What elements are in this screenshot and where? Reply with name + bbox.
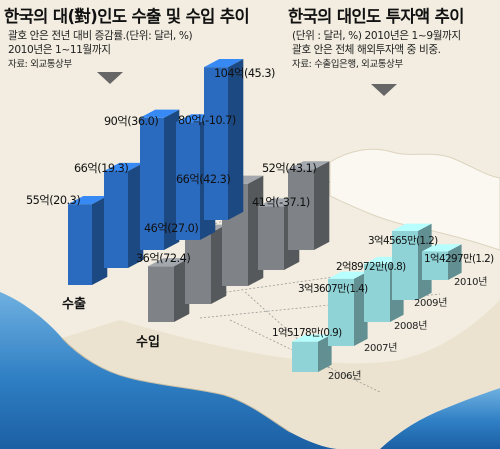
- right-title: 한국의 대인도 투자액 추이: [288, 7, 464, 26]
- import-label-4: 41억(-37.1): [252, 196, 310, 209]
- map-mountains: [329, 148, 500, 251]
- year-2007: 2007년: [364, 342, 397, 354]
- export-label-1: 55억(20.3): [26, 194, 80, 207]
- right-source: 자료: 수출입은행, 외교통상부: [292, 58, 403, 70]
- map-background: [0, 148, 500, 449]
- year-2008: 2008년: [394, 320, 427, 332]
- invest-label-2010: 1억4297만(1.2): [424, 253, 494, 265]
- import-bars: [148, 161, 330, 322]
- invest-label-2007: 3억3607만(1.4): [298, 283, 368, 295]
- map-sea: [0, 292, 340, 449]
- invest-label-2006: 1억5178만(0.9): [272, 327, 342, 339]
- export-bars: [68, 59, 244, 285]
- investment-bar: [292, 334, 332, 372]
- left-arrow-marker: [97, 72, 123, 84]
- export-label-4: 80억(-10.7): [178, 114, 236, 127]
- left-note-1: 괄호 안은 전년 대비 증감률.(단위: 달러, %): [8, 29, 193, 42]
- year-2010: 2010년: [454, 276, 487, 288]
- investment-bar: [328, 271, 368, 346]
- export-series-label: 수출: [62, 296, 86, 312]
- left-source: 자료: 외교통상부: [8, 58, 72, 70]
- export-label-2: 66억(19.3): [74, 162, 128, 175]
- map-land-lower: [62, 300, 500, 449]
- export-bar: [204, 59, 244, 221]
- invest-label-2008: 2억8972만(0.8): [336, 261, 406, 273]
- invest-label-2009: 3억4565만(1.2): [368, 235, 438, 247]
- left-title: 한국의 대(對)인도 수출 및 수입 추이: [4, 6, 249, 26]
- map-sea-east: [380, 388, 500, 449]
- year-2009: 2009년: [414, 297, 447, 309]
- import-label-1: 36억(72.4): [136, 252, 190, 265]
- right-note-1: (단위 : 달러, %) 2010년은 1~9월까지: [292, 29, 461, 42]
- export-bar: [140, 109, 180, 250]
- right-note-2: 괄호 안은 전체 해외투자액 중 비중.: [292, 43, 441, 56]
- right-arrow-marker: [371, 84, 397, 96]
- left-note-2: 2010년은 1~11월까지: [8, 44, 111, 56]
- export-label-5: 104억(45.3): [214, 67, 275, 80]
- year-2006: 2006년: [328, 370, 361, 382]
- import-label-3: 66억(42.3): [176, 173, 230, 186]
- import-label-2: 46억(27.0): [144, 222, 198, 235]
- export-bar: [104, 162, 144, 268]
- export-bar: [68, 196, 108, 285]
- investment-bar: [422, 244, 462, 280]
- export-label-3: 90억(36.0): [104, 115, 158, 128]
- map-coast-line: [61, 337, 291, 433]
- import-label-5: 52억(43.1): [262, 162, 316, 175]
- import-series-label: 수입: [136, 335, 160, 350]
- import-bar: [148, 258, 190, 322]
- investment-bars: [292, 223, 462, 372]
- import-bar: [288, 161, 330, 250]
